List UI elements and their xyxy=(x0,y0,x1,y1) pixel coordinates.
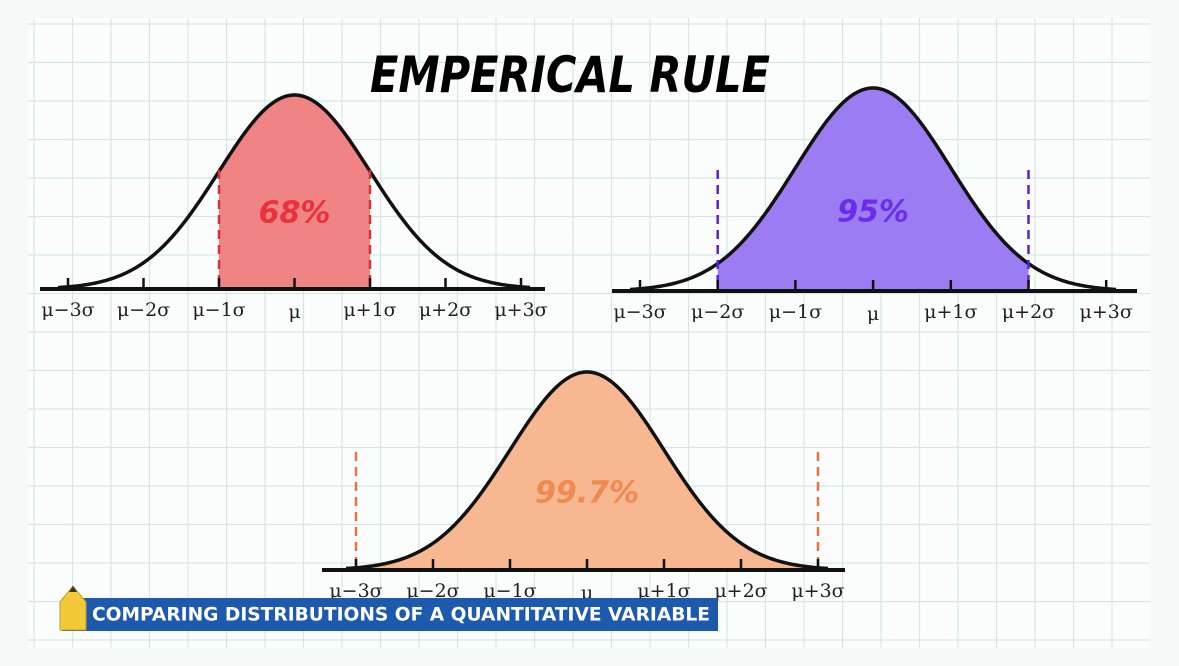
shaded-area xyxy=(219,95,370,289)
tick-label: μ−3σ xyxy=(41,299,94,321)
pencil-tip xyxy=(69,586,77,592)
pencil-icon xyxy=(59,585,87,631)
bell-curve xyxy=(629,86,1117,292)
tick-label: μ+3σ xyxy=(494,299,547,321)
tick-label: μ−2σ xyxy=(691,301,744,323)
tick-label: μ+1σ xyxy=(637,580,690,602)
tick-label: μ+3σ xyxy=(791,580,844,602)
tick-label: μ xyxy=(288,301,300,323)
shaded-area xyxy=(717,88,1029,292)
caption: COMPARING DISTRIBUTIONS OF A QUANTITATIV… xyxy=(92,604,710,626)
panels: μ−3σ μ−2σ μ−1σ μ μ+1σ μ+2σ μ+3σ 68% μ−3σ μ−2σ μ−1σ… xyxy=(40,86,1137,604)
caption-banner xyxy=(62,598,718,631)
tick-label: μ−1σ xyxy=(483,580,536,602)
tick-label: μ−2σ xyxy=(406,580,459,602)
tick-label: μ−1σ xyxy=(769,301,822,323)
tick-label: μ+2σ xyxy=(419,299,472,321)
distribution-panel: μ−3σ μ−2σ μ−1σ μ μ+1σ μ+2σ μ+3σ 95% xyxy=(612,86,1137,325)
distribution-panel: μ−3σ μ−2σ μ−1σ μ μ+1σ μ+2σ μ+3σ 68% xyxy=(40,93,548,323)
tick-label: μ+3σ xyxy=(1080,301,1133,323)
tick-label: μ−1σ xyxy=(192,299,245,321)
tick-label: μ+2σ xyxy=(714,580,767,602)
tick-label: μ+2σ xyxy=(1002,301,1055,323)
percentage-label: 99.7% xyxy=(535,476,639,511)
tick-label: μ−3σ xyxy=(613,301,666,323)
title: EMPERICAL RULE xyxy=(370,46,770,104)
percentage-label: 68% xyxy=(259,196,331,231)
bell-curve xyxy=(345,370,829,571)
tick-label: μ xyxy=(867,303,879,325)
percentage-label: 95% xyxy=(837,195,909,230)
shaded-area xyxy=(356,372,818,570)
tick-label: μ−2σ xyxy=(117,299,170,321)
tick-label: μ+1σ xyxy=(343,299,396,321)
tick-label: μ−3σ xyxy=(329,580,382,602)
tick-label: μ+1σ xyxy=(924,301,977,323)
bell-curve xyxy=(57,93,531,290)
